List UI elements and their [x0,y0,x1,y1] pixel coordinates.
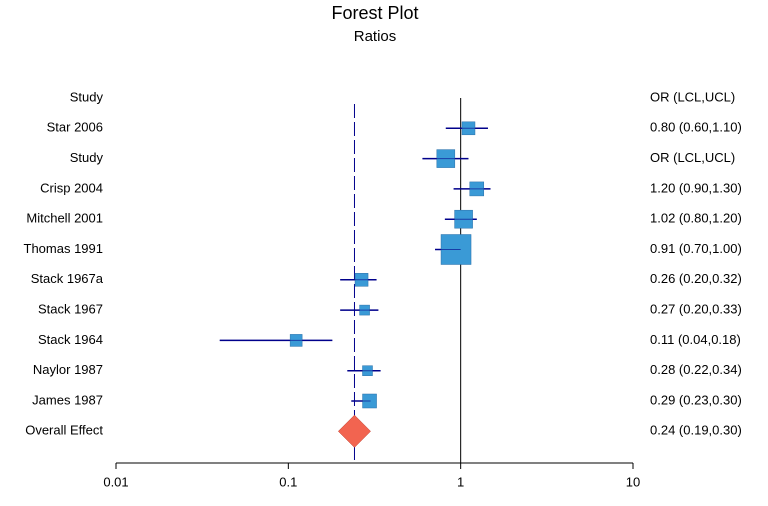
value-label: 0.11 (0.04,0.18) [650,332,741,347]
x-tick-label: 0.01 [103,474,128,489]
x-tick-label: 10 [626,474,640,489]
study-label: James 1987 [32,392,103,407]
study-label: Study [70,89,104,104]
chart-subtitle: Ratios [354,28,397,45]
value-label: OR (LCL,UCL) [650,89,735,104]
value-label: 0.26 (0.20,0.32) [650,271,742,286]
study-label: Thomas 1991 [24,241,104,256]
summary-diamond [337,414,371,448]
study-label: Stack 1967a [31,271,104,286]
study-label: Mitchell 2001 [26,211,103,226]
study-label: Crisp 2004 [40,180,103,195]
value-label: 1.20 (0.90,1.30) [650,180,742,195]
value-label: 0.80 (0.60,1.10) [650,120,742,135]
value-label: 0.24 (0.19,0.30) [650,423,742,438]
study-label: Stack 1967 [38,302,103,317]
value-label: 0.28 (0.22,0.34) [650,362,742,377]
value-label: 0.91 (0.70,1.00) [650,241,742,256]
value-label: 1.02 (0.80,1.20) [650,211,742,226]
value-label: OR (LCL,UCL) [650,150,735,165]
study-label: Overall Effect [25,423,103,438]
study-label: Study [70,150,104,165]
chart-title: Forest Plot [331,3,418,23]
x-tick-label: 1 [457,474,464,489]
value-label: 0.27 (0.20,0.33) [650,302,742,317]
value-label: 0.29 (0.23,0.30) [650,392,742,407]
study-label: Star 2006 [47,120,103,135]
x-tick-label: 0.1 [279,474,297,489]
study-label: Stack 1964 [38,332,103,347]
study-label: Naylor 1987 [33,362,103,377]
